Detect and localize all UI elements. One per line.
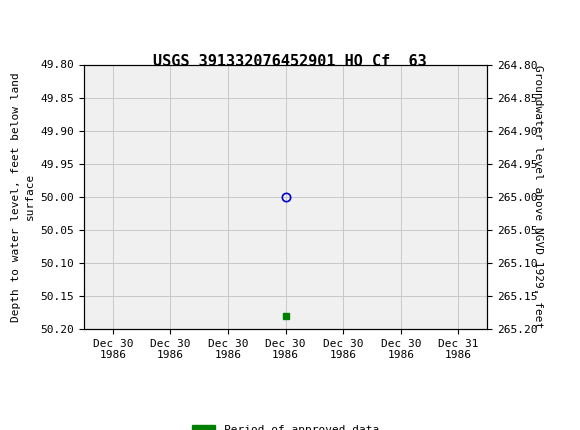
Text: ≡USGS: ≡USGS bbox=[7, 12, 94, 33]
Legend: Period of approved data: Period of approved data bbox=[188, 421, 383, 430]
Y-axis label: Groundwater level above NGVD 1929, feet: Groundwater level above NGVD 1929, feet bbox=[533, 65, 543, 329]
Y-axis label: Depth to water level, feet below land
surface: Depth to water level, feet below land su… bbox=[11, 72, 35, 322]
Text: USGS 391332076452901 HO Cf  63: USGS 391332076452901 HO Cf 63 bbox=[153, 54, 427, 69]
